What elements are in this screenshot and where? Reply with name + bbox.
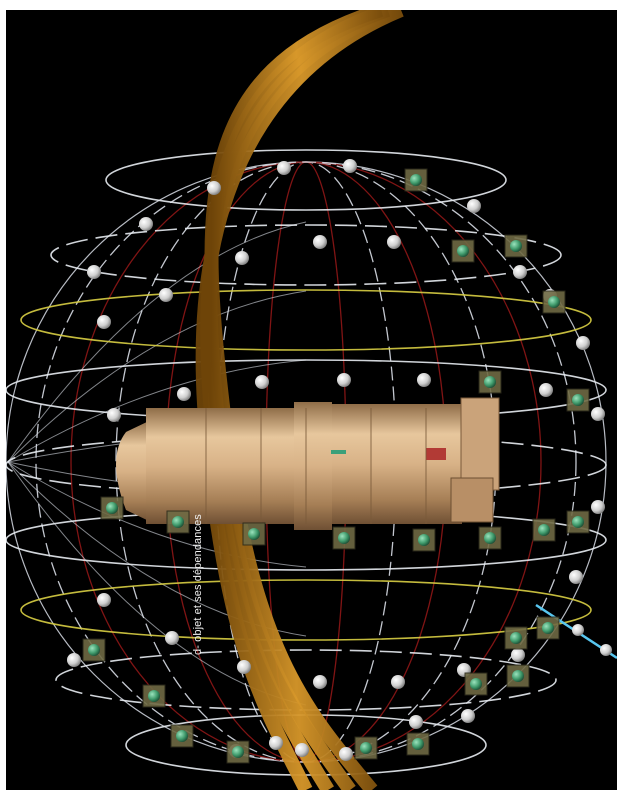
node-marker-dot — [248, 528, 260, 540]
meridian-line — [7, 359, 307, 463]
node-marker-dot — [176, 730, 188, 742]
3d-viewport[interactable]: d- objet et ses dépendances — [6, 10, 617, 790]
object-caption: d- objet et ses dépendances — [192, 514, 204, 655]
node-marker-dot — [510, 240, 522, 252]
node-sphere — [87, 265, 101, 279]
orbit-bands — [195, 10, 404, 790]
node-marker-dot — [106, 502, 118, 514]
green-marker — [331, 450, 346, 454]
node-sphere — [467, 199, 481, 213]
node-marker-dot — [232, 746, 244, 758]
cylinder-ring — [294, 402, 332, 530]
node-sphere — [343, 159, 357, 173]
node-sphere — [513, 265, 527, 279]
node-marker-dot — [572, 394, 584, 406]
node-sphere — [313, 675, 327, 689]
node-marker-dot — [484, 532, 496, 544]
node-sphere — [591, 407, 605, 421]
node-marker-dot — [172, 516, 184, 528]
orbit-band — [204, 10, 384, 790]
node-marker-dot — [542, 622, 554, 634]
end-block — [460, 397, 500, 491]
meridian-line — [7, 221, 307, 463]
node-sphere — [576, 336, 590, 350]
node-marker-dot — [410, 174, 422, 186]
node-sphere — [165, 631, 179, 645]
red-marker — [426, 448, 446, 460]
meridian-line — [7, 461, 307, 568]
node-sphere — [237, 660, 251, 674]
node-sphere — [207, 181, 221, 195]
node-marker-dot — [88, 644, 100, 656]
axis-node — [572, 624, 584, 636]
node-marker-dot — [572, 516, 584, 528]
node-sphere — [591, 500, 605, 514]
node-sphere — [339, 747, 353, 761]
node-sphere — [461, 709, 475, 723]
node-marker-dot — [484, 376, 496, 388]
node-sphere — [569, 570, 583, 584]
node-sphere — [511, 648, 525, 662]
node-sphere — [255, 375, 269, 389]
axis-line — [535, 603, 617, 660]
node-sphere — [313, 235, 327, 249]
node-marker-dot — [457, 245, 469, 257]
node-marker-dot — [338, 532, 350, 544]
node-sphere — [417, 373, 431, 387]
node-marker-dot — [412, 738, 424, 750]
latitude-ring — [20, 289, 592, 351]
node-sphere — [391, 675, 405, 689]
node-sphere — [159, 288, 173, 302]
node-sphere — [277, 161, 291, 175]
node-marker-dot — [512, 670, 524, 682]
node-sphere — [409, 715, 423, 729]
node-marker-dot — [548, 296, 560, 308]
cylinder-body — [146, 408, 296, 524]
node-sphere — [387, 235, 401, 249]
node-marker-dot — [360, 742, 372, 754]
node-marker-dot — [510, 632, 522, 644]
latitude-ring — [105, 149, 507, 211]
node-sphere — [269, 736, 283, 750]
node-sphere — [97, 315, 111, 329]
node-sphere — [97, 593, 111, 607]
latitude-ring — [20, 579, 592, 641]
node-marker-dot — [538, 524, 550, 536]
node-sphere — [235, 251, 249, 265]
node-marker-dot — [418, 534, 430, 546]
node-sphere — [295, 743, 309, 757]
node-marker-dot — [470, 678, 482, 690]
cylinder-body — [332, 404, 462, 524]
scene-canvas[interactable] — [6, 10, 617, 790]
reactor-cylinder[interactable] — [116, 397, 500, 530]
end-block — [450, 477, 494, 523]
latitude-ring — [50, 224, 562, 286]
node-sphere — [177, 387, 191, 401]
node-sphere — [107, 408, 121, 422]
node-sphere — [67, 653, 81, 667]
node-sphere — [539, 383, 553, 397]
axis-node — [600, 644, 612, 656]
grid-nodes[interactable] — [67, 159, 605, 764]
node-sphere — [139, 217, 153, 231]
node-sphere — [337, 373, 351, 387]
node-marker-dot — [148, 690, 160, 702]
cylinder-cap — [116, 420, 151, 522]
